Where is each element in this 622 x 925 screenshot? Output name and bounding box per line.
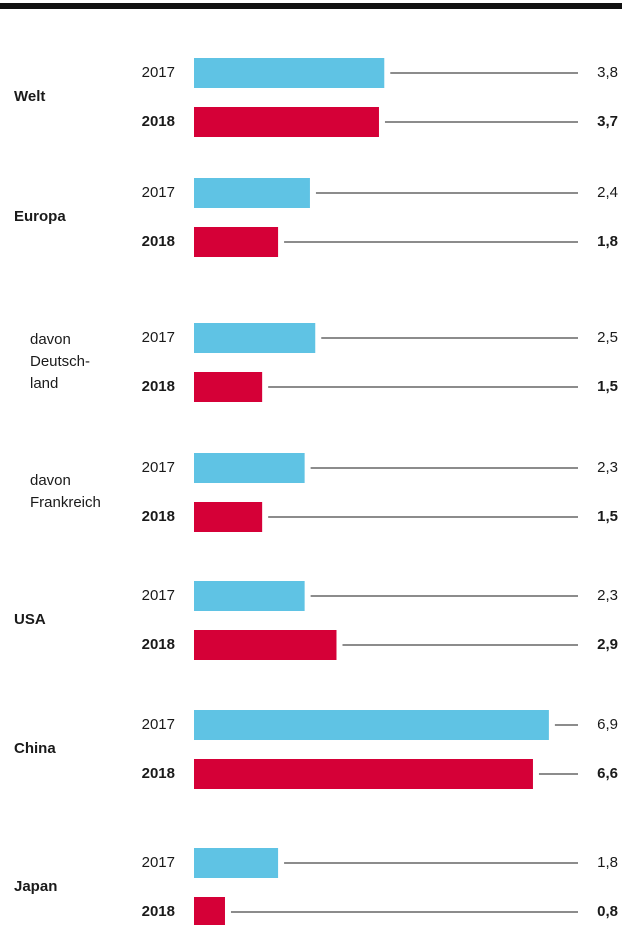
bar (194, 107, 379, 137)
year-label: 2017 (142, 329, 175, 346)
bar (194, 848, 279, 878)
value-label: 2,5 (597, 329, 618, 346)
category-label: land (30, 375, 58, 392)
year-label: 2017 (142, 716, 175, 733)
value-label: 0,8 (597, 903, 618, 920)
bar (194, 581, 305, 611)
value-label: 3,7 (597, 113, 618, 130)
bar (194, 897, 225, 925)
value-label: 1,8 (597, 233, 618, 250)
year-label: 2017 (142, 854, 175, 871)
year-label: 2018 (142, 903, 175, 920)
bar (194, 58, 385, 88)
value-label: 3,8 (597, 64, 618, 81)
category-label: China (14, 740, 56, 757)
bar (194, 178, 310, 208)
year-label: 2018 (142, 636, 175, 653)
category-label: Welt (14, 88, 45, 105)
value-label: 2,4 (597, 184, 618, 201)
year-label: 2018 (142, 765, 175, 782)
bar (194, 323, 316, 353)
bar (194, 227, 279, 257)
category-label: Japan (14, 878, 57, 895)
value-label: 1,8 (597, 854, 618, 871)
category-label: Frankreich (30, 494, 101, 511)
value-label: 2,3 (597, 587, 618, 604)
category-label: USA (14, 611, 46, 628)
category-label: davon (30, 331, 71, 348)
bar (194, 630, 337, 660)
category-label: davon (30, 472, 71, 489)
year-label: 2018 (142, 508, 175, 525)
bar (194, 453, 305, 483)
year-label: 2017 (142, 184, 175, 201)
bar (194, 710, 549, 740)
value-label: 1,5 (597, 508, 618, 525)
year-label: 2017 (142, 64, 175, 81)
top-rule (0, 3, 622, 9)
year-label: 2017 (142, 587, 175, 604)
category-label: Europa (14, 208, 66, 225)
value-label: 1,5 (597, 378, 618, 395)
value-label: 2,9 (597, 636, 618, 653)
bar (194, 502, 263, 532)
year-label: 2017 (142, 459, 175, 476)
category-label: Deutsch- (30, 353, 90, 370)
value-label: 6,6 (597, 765, 618, 782)
year-label: 2018 (142, 113, 175, 130)
bar (194, 372, 263, 402)
year-label: 2018 (142, 378, 175, 395)
year-label: 2018 (142, 233, 175, 250)
bar (194, 759, 533, 789)
value-label: 6,9 (597, 716, 618, 733)
value-label: 2,3 (597, 459, 618, 476)
